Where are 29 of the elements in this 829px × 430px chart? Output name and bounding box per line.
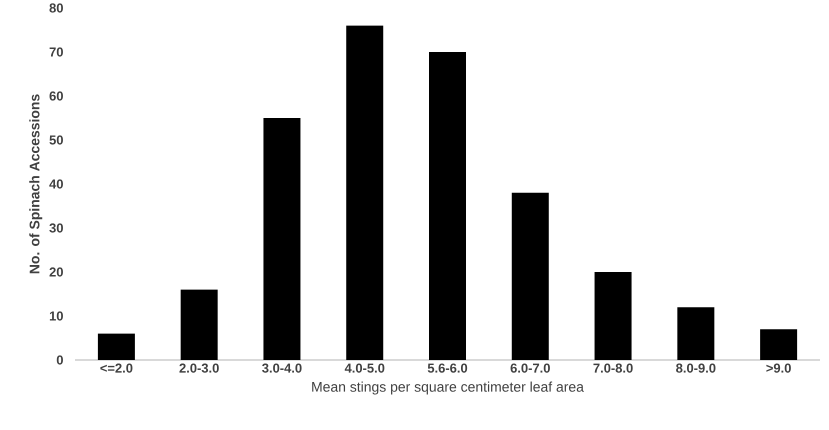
x-tick-label: 6.0-7.0 — [510, 364, 550, 373]
y-tick-label: 70 — [50, 47, 63, 57]
bar — [677, 307, 714, 360]
y-tick-label: 20 — [50, 267, 63, 277]
y-tick-label: 80 — [49, 3, 63, 13]
x-tick-label: 5.6-6.0 — [428, 364, 468, 373]
y-axis-title: No. of Spinach Accessions — [29, 94, 42, 274]
x-tick-label: 3.0-4.0 — [262, 364, 302, 373]
y-tick-label: 50 — [49, 135, 63, 145]
bar — [180, 290, 218, 360]
bar — [512, 192, 549, 360]
bar — [429, 52, 466, 360]
x-tick-label: 2.0-3.0 — [179, 364, 219, 373]
x-tick-label: 4.0-5.0 — [344, 364, 384, 373]
y-tick-label: 10 — [50, 311, 63, 321]
x-tick-label: <=2.0 — [100, 364, 132, 373]
y-tick-label: 60 — [50, 91, 63, 101]
x-tick-label: 8.0-9.0 — [676, 364, 716, 373]
bar — [263, 118, 300, 360]
bar — [760, 329, 798, 360]
y-tick-label: 0 — [56, 355, 63, 365]
bar — [346, 26, 384, 360]
x-axis-title: Mean stings per square centimeter leaf area — [312, 382, 584, 395]
bar — [594, 272, 632, 360]
y-tick-label: 40 — [49, 179, 63, 189]
x-tick-label: >9.0 — [766, 364, 791, 373]
bar — [98, 334, 135, 360]
y-tick-label: 30 — [49, 223, 63, 233]
x-tick-label: 7.0-8.0 — [593, 364, 633, 373]
